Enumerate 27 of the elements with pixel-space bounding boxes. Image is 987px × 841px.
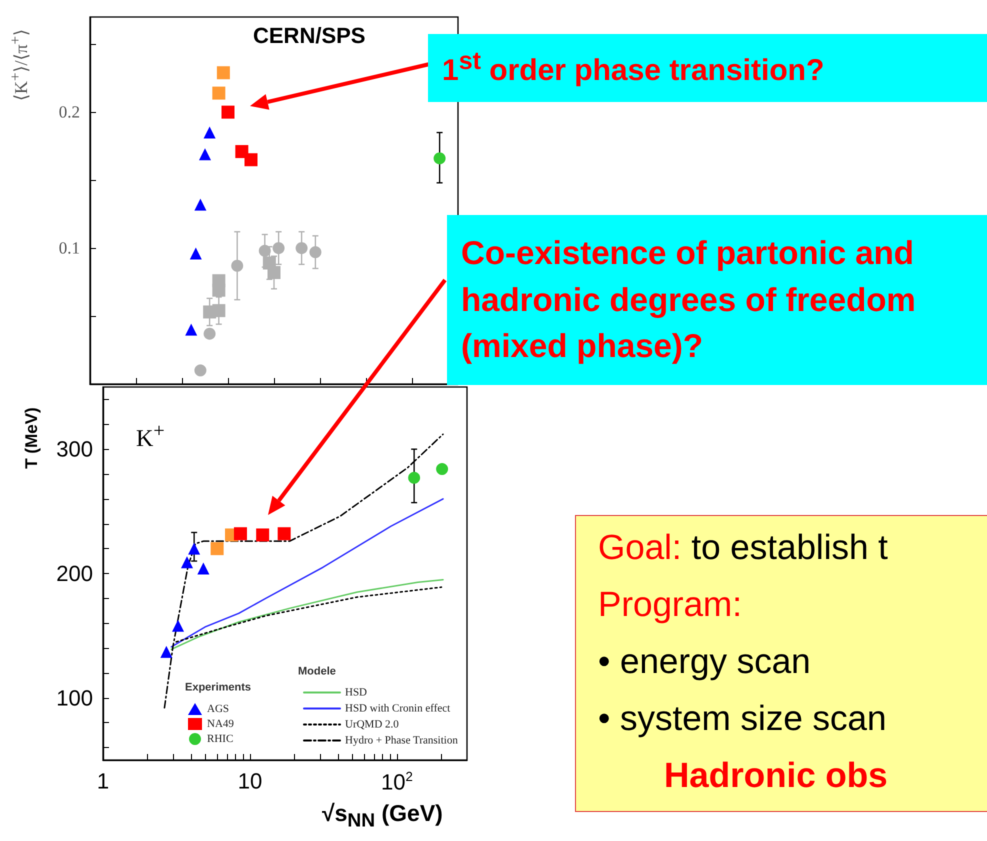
- annotation: K$^{+}$: [136, 420, 165, 453]
- legend-label: HSD: [345, 686, 368, 698]
- legend-label: HSD with Cronin effect: [345, 702, 450, 714]
- text: • energy scan: [598, 642, 811, 682]
- y-tick-label: 200: [56, 561, 93, 586]
- text: Program:: [598, 585, 742, 624]
- y-tick-label: 0.2: [58, 102, 80, 122]
- text: Hadronic obs: [664, 756, 888, 796]
- legend-label: UrQMD 2.0: [345, 718, 400, 730]
- text: Co-existence of partonic and hadronic degrees of freedom (mixed phase)?: [461, 232, 917, 366]
- text: Goal: to establish t: [598, 528, 888, 568]
- y-axis-title: T (MeV): [22, 407, 42, 469]
- y-tick-label: 300: [56, 436, 93, 462]
- legend-label: NA49: [207, 718, 234, 730]
- legend-label: AGS: [207, 703, 230, 715]
- x-tick-label: 1: [96, 768, 110, 794]
- text: Experiments: [185, 682, 252, 694]
- annotation: CERN/SPS: [253, 23, 366, 49]
- legend-label: Hydro + Phase Transition: [345, 734, 458, 746]
- y-tick-label: 0.1: [58, 238, 80, 258]
- y-tick-label: 100: [56, 685, 93, 710]
- x-axis-title: √s$_{NN}$ (GeV): [322, 800, 443, 833]
- legend-label: RHIC: [207, 733, 234, 745]
- x-tick-label: 10: [238, 768, 262, 794]
- text: Modele: [298, 666, 336, 678]
- text: • system size scan: [598, 699, 886, 739]
- annotation: 1$^{st}$ order phase transition?: [442, 46, 824, 89]
